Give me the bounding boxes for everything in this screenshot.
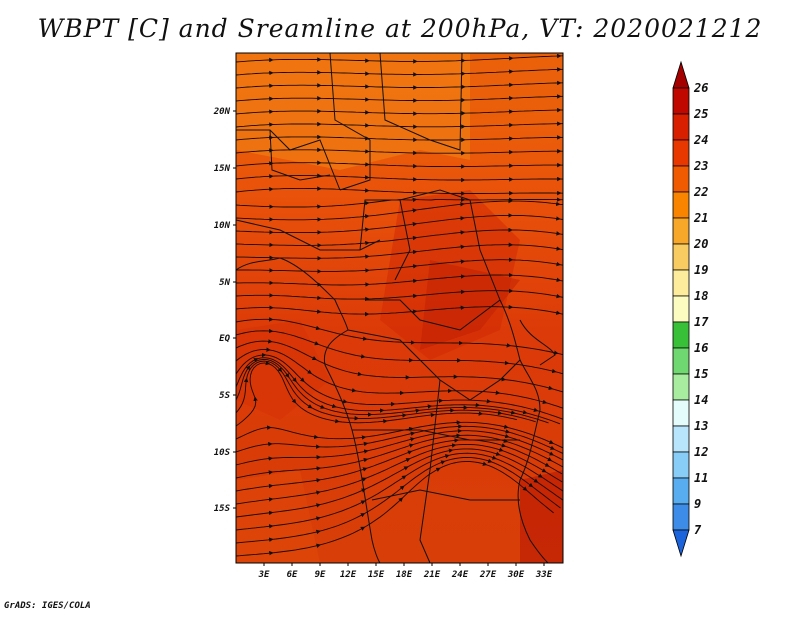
colorbar-level-label: 24 xyxy=(693,133,708,147)
colorbar-level-label: 11 xyxy=(694,471,708,485)
streamline xyxy=(272,85,320,86)
lon-tick-label: 30E xyxy=(507,570,525,580)
streamline xyxy=(272,72,320,73)
colorbar-swatch xyxy=(673,62,689,88)
colorbar-level-label: 13 xyxy=(694,419,708,433)
streamline xyxy=(559,219,563,220)
colorbar-swatch xyxy=(673,374,689,400)
lat-axis: 20N 15N 10N 5N EQ 5S 10S 15S xyxy=(213,107,231,514)
colorbar-level-label: 22 xyxy=(693,185,708,199)
colorbar-swatch xyxy=(673,504,689,530)
lat-tick-label: 10N xyxy=(214,221,231,231)
lat-tick-label: 15N xyxy=(214,164,231,174)
colorbar-level-label: 23 xyxy=(693,159,708,173)
colorbar-level-label: 15 xyxy=(694,367,708,381)
streamline xyxy=(416,200,464,201)
colorbar-swatch xyxy=(673,218,689,244)
colorbar: 26 25 24 23 22 21 20 19 18 17 16 15 14 13 12 11 9 7 xyxy=(673,62,709,556)
streamline xyxy=(414,343,462,344)
colorbar-swatch xyxy=(673,114,689,140)
colorbar-swatch xyxy=(673,348,689,374)
lon-tick-label: 18E xyxy=(396,570,413,580)
streamline xyxy=(272,59,320,60)
lon-tick-label: 24E xyxy=(451,570,469,580)
colorbar-level-label: 17 xyxy=(694,315,709,329)
colorbar-swatch xyxy=(673,88,689,114)
colorbar-swatch xyxy=(673,478,689,504)
lat-tick-label: 20N xyxy=(213,107,231,117)
streamline xyxy=(559,204,563,205)
lat-tick-label: 15S xyxy=(214,504,231,514)
colorbar-level-label: 12 xyxy=(694,445,708,459)
lat-tick-label: 10S xyxy=(214,448,231,458)
lon-tick-label: 27E xyxy=(479,570,497,580)
colorbar-level-label: 18 xyxy=(694,289,708,303)
colorbar-swatch xyxy=(673,296,689,322)
colorbar-level-label: 14 xyxy=(694,393,708,407)
streamline xyxy=(559,234,563,235)
colorbar-swatch xyxy=(673,452,689,478)
colorbar-level-label: 21 xyxy=(693,211,708,225)
colorbar-level-label: 26 xyxy=(693,81,708,95)
lat-tick-label: EQ xyxy=(219,334,230,344)
streamline xyxy=(272,111,320,112)
grads-credit: GrADS: IGES/COLA xyxy=(4,601,91,611)
colorbar-swatch xyxy=(673,322,689,348)
colorbar-swatch xyxy=(673,166,689,192)
colorbar-swatch xyxy=(673,270,689,296)
colorbar-level-label: 16 xyxy=(694,341,708,355)
colorbar-level-label: 19 xyxy=(694,263,708,277)
colorbar-swatch xyxy=(673,192,689,218)
lon-tick-label: 6E xyxy=(287,570,298,580)
lon-axis: 3E 6E 9E 12E 15E 18E 21E 24E 27E 30E 33E xyxy=(258,570,553,580)
lon-tick-label: 15E xyxy=(368,570,385,580)
streamline xyxy=(416,113,464,114)
streamline xyxy=(464,179,512,180)
lon-tick-label: 21E xyxy=(423,570,441,580)
streamline xyxy=(272,98,320,99)
lon-tick-label: 3E xyxy=(258,570,270,580)
colorbar-swatch xyxy=(673,400,689,426)
lon-tick-label: 33E xyxy=(535,570,553,580)
streamline xyxy=(272,124,320,125)
lon-tick-label: 9E xyxy=(315,570,326,580)
colorbar-swatch xyxy=(673,140,689,166)
colorbar-level-label: 20 xyxy=(693,237,708,251)
streamline xyxy=(272,207,320,208)
colorbar-level-label: 7 xyxy=(694,523,702,537)
colorbar-level-label: 9 xyxy=(694,497,701,511)
lat-tick-label: 5N xyxy=(219,278,230,288)
colorbar-swatch xyxy=(673,244,689,270)
colorbar-swatch xyxy=(673,426,689,452)
lat-tick-label: 5S xyxy=(219,391,230,401)
colorbar-swatch xyxy=(673,530,689,556)
colorbar-level-label: 25 xyxy=(693,107,708,121)
lon-tick-label: 12E xyxy=(340,570,357,580)
